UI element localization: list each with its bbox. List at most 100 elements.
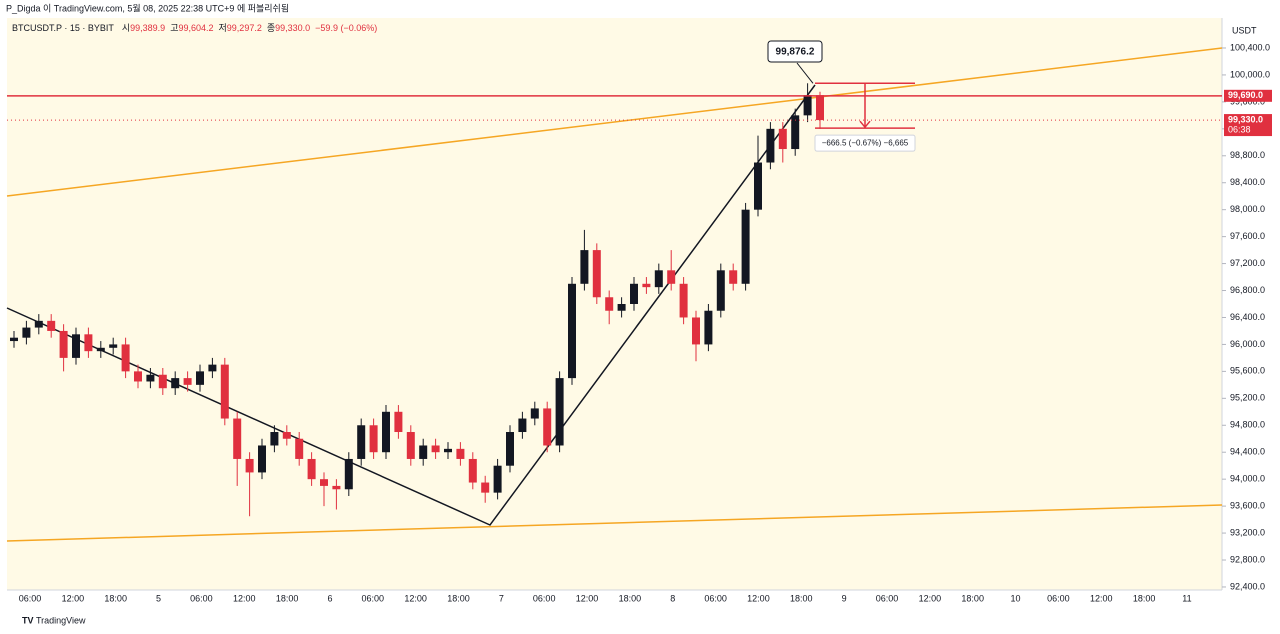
price-line-tag <box>1224 89 1272 102</box>
candle-body <box>146 374 155 382</box>
x-tick-label: 06:00 <box>19 593 42 603</box>
candle-body <box>778 128 787 150</box>
candle-body <box>642 283 651 288</box>
candle-body <box>704 310 713 345</box>
candle-body <box>270 432 279 446</box>
candle-body <box>580 250 589 284</box>
x-tick-label: 9 <box>842 593 847 603</box>
footer-brand: TradingView <box>36 615 86 625</box>
candle-body <box>196 371 204 385</box>
x-tick-label: 12:00 <box>1090 593 1113 603</box>
candle-body <box>506 432 514 466</box>
x-tick-label: 18:00 <box>276 593 299 603</box>
candle-body <box>766 128 775 163</box>
candle-body <box>406 432 415 459</box>
x-tick-label: 12:00 <box>233 593 256 603</box>
x-tick-label: 18:00 <box>447 593 470 603</box>
y-tick-label: 96,000.0 <box>1230 339 1265 349</box>
x-tick-label: 06:00 <box>1047 593 1070 603</box>
candle-body <box>369 425 378 453</box>
x-tick-label: 18:00 <box>619 593 642 603</box>
x-tick-label: 10 <box>1011 593 1021 603</box>
candle-body <box>307 458 316 480</box>
last-price-tag <box>1224 114 1272 137</box>
y-tick-label: 96,800.0 <box>1230 285 1265 295</box>
x-tick-label: 6 <box>327 593 332 603</box>
candle-body <box>716 270 725 311</box>
candle-body <box>344 458 353 490</box>
candle-body <box>543 408 552 446</box>
legend-key: 시 <box>122 23 130 33</box>
candle-body <box>258 445 266 473</box>
legend-key: 고 <box>170 23 178 33</box>
measure-label: −666.5 (−0.67%) −6,665 <box>822 138 909 147</box>
candle-body <box>84 334 93 352</box>
y-tick-label: 93,200.0 <box>1230 527 1265 537</box>
legend-symbol: BTCUSDT.P · 15 · BYBIT <box>12 23 114 33</box>
candle-body <box>183 378 192 385</box>
candle-body <box>121 344 130 372</box>
channel-upper <box>6 47 1223 197</box>
x-tick-label: 8 <box>670 593 675 603</box>
legend-change: −59.9 (−0.06%) <box>315 23 377 33</box>
y-tick-label: 92,400.0 <box>1230 581 1265 591</box>
candle-body <box>245 458 254 473</box>
x-tick-label: 12:00 <box>404 593 427 603</box>
x-tick-label: 12:00 <box>62 593 85 603</box>
candle-body <box>754 162 762 210</box>
candle-body <box>530 408 539 419</box>
candle-body <box>332 485 341 490</box>
callout-label: 99,876.2 <box>776 47 815 58</box>
trend-lines <box>6 84 816 526</box>
channel-lower <box>6 504 1223 542</box>
measure-box <box>814 134 916 152</box>
candle-body <box>431 445 440 453</box>
candle-body <box>803 95 812 116</box>
candle-body <box>171 378 180 389</box>
legend: BTCUSDT.P · 15 · BYBIT 시99,389.9 고99,604.2… <box>12 23 377 33</box>
y-tick-label: 96,400.0 <box>1230 312 1265 322</box>
candle-body <box>679 283 688 318</box>
candle-body <box>493 465 502 493</box>
y-tick-label: 100,000.0 <box>1230 69 1270 79</box>
x-tick-label: 12:00 <box>919 593 942 603</box>
candle-body <box>419 445 428 459</box>
legend-value: 99,389.9 <box>130 23 165 33</box>
candle-body <box>72 334 80 358</box>
candle-body <box>617 304 626 311</box>
candle-body <box>654 270 663 288</box>
candle-body <box>22 327 31 338</box>
x-tick-label: 06:00 <box>704 593 727 603</box>
plot-area <box>7 18 1222 590</box>
y-tick-label: 92,800.0 <box>1230 554 1265 564</box>
last-price-countdown: 06:38 <box>1228 124 1251 134</box>
y-tick-label: 94,000.0 <box>1230 474 1265 484</box>
x-tick-label: 06:00 <box>362 593 385 603</box>
candle-body <box>382 411 390 453</box>
y-tick-label: 97,600.0 <box>1230 231 1265 241</box>
y-tick-label: 98,000.0 <box>1230 204 1265 214</box>
x-tick-label: 11 <box>1182 593 1191 603</box>
candle-body <box>320 479 328 486</box>
candle-body <box>134 371 142 382</box>
legend-key: 종 <box>267 23 275 33</box>
candle-body <box>233 418 242 459</box>
x-tick-label: 7 <box>499 593 504 603</box>
candle-body <box>729 270 738 284</box>
x-tick-label: 5 <box>156 593 161 603</box>
legend-value: 99,604.2 <box>178 23 213 33</box>
candle-body <box>34 320 43 328</box>
x-tick-label: 18:00 <box>790 593 813 603</box>
candle-body <box>394 411 403 433</box>
candle-body <box>741 209 750 284</box>
candle-body <box>357 425 366 459</box>
candle-body <box>605 297 614 311</box>
candle-body <box>456 448 465 459</box>
footer-logo: TV <box>22 615 34 625</box>
candle-body <box>555 378 564 446</box>
y-tick-label: 93,600.0 <box>1230 500 1265 510</box>
candle-body <box>158 374 167 389</box>
candle-body <box>791 115 800 150</box>
legend-value: 99,297.2 <box>227 23 262 33</box>
published-note: P_Digda 이 TradingView.com, 5월 08, 2025 2… <box>6 2 289 13</box>
